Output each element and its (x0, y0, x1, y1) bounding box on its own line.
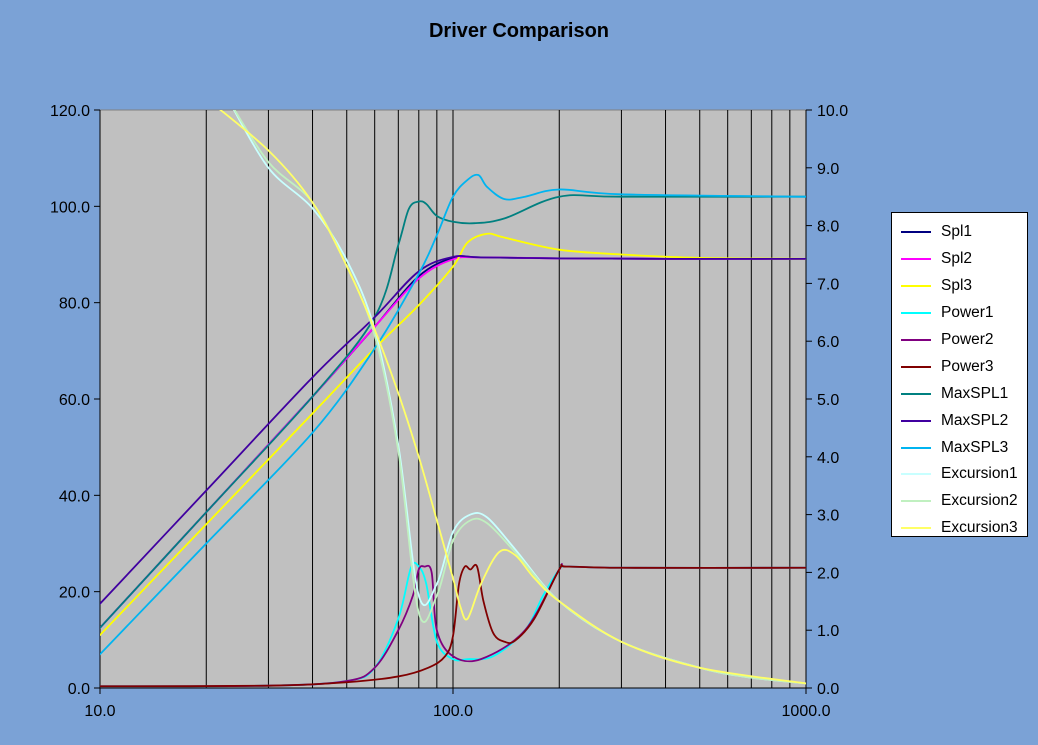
y-left-tick-label: 40.0 (59, 488, 90, 505)
x-tick-label: 100.0 (433, 703, 473, 720)
y-right-tick-label: 7.0 (817, 276, 839, 293)
legend-swatch (901, 285, 931, 288)
y-right-tick-label: 6.0 (817, 334, 839, 351)
y-left-tick-label: 60.0 (59, 392, 90, 409)
y-left-tick-label: 20.0 (59, 585, 90, 602)
legend-item-spl2: Spl2 (892, 246, 1027, 273)
legend-swatch (901, 392, 931, 395)
y-left-tick-label: 80.0 (59, 296, 90, 313)
legend: Spl1 Spl2 Spl3 Power1 Power2 Power3 MaxSPL1 Max… (891, 212, 1028, 537)
y-right-tick-label: 10.0 (817, 103, 848, 120)
legend-label: Excursion1 (941, 465, 1018, 483)
chart-title: Driver Comparison (428, 20, 610, 42)
legend-item-maxspl1: MaxSPL1 (892, 380, 1027, 407)
legend-swatch (901, 527, 931, 530)
legend-item-power2: Power2 (892, 327, 1027, 354)
legend-label: Spl2 (941, 250, 973, 268)
x-tick-label: 1000.0 (782, 703, 831, 720)
series-line-maxspl1 (100, 194, 806, 629)
legend-swatch (901, 419, 931, 422)
legend-item-power1: Power1 (892, 300, 1027, 327)
y-right-tick-label: 5.0 (817, 392, 839, 409)
y-right-tick-label: 3.0 (817, 508, 839, 525)
legend-label: MaxSPL3 (941, 438, 1009, 456)
legend-label: Excursion2 (941, 492, 1018, 510)
legend-item-excursion2: Excursion2 (892, 488, 1027, 515)
x-tick-label: 10.0 (84, 703, 115, 720)
y-left-tick-label: 0.0 (68, 681, 90, 698)
legend-item-spl1: Spl1 (892, 219, 1027, 246)
series-line-maxspl2 (100, 255, 806, 605)
series-layer (100, 110, 806, 688)
legend-swatch (901, 446, 931, 449)
legend-label: Spl3 (941, 277, 973, 295)
axes (94, 109, 812, 694)
legend-label: Power1 (941, 304, 994, 322)
legend-label: MaxSPL1 (941, 384, 1009, 402)
legend-label: MaxSPL2 (941, 411, 1009, 429)
legend-swatch (901, 365, 931, 368)
legend-item-power3: Power3 (892, 353, 1027, 380)
y-right-tick-label: 4.0 (817, 450, 839, 467)
y-right-tick-label: 9.0 (817, 161, 839, 178)
series-line-maxspl3 (100, 173, 806, 656)
legend-label: Power2 (941, 331, 994, 348)
legend-swatch (901, 258, 931, 261)
y-right-tick-label: 8.0 (817, 219, 839, 236)
series-line-excursion3 (219, 110, 806, 685)
y-right-tick-label: 2.0 (817, 565, 839, 582)
series-line-spl3 (100, 232, 806, 636)
legend-swatch (901, 339, 931, 341)
legend-swatch (901, 312, 931, 315)
y-left-tick-label: 100.0 (50, 199, 90, 216)
grid-lines (205, 110, 791, 688)
y-left-tick-label: 120.0 (50, 103, 90, 120)
legend-label: Power3 (941, 357, 994, 375)
y-right-tick-label: 1.0 (817, 623, 839, 640)
legend-label: Spl1 (941, 223, 973, 241)
legend-item-excursion1: Excursion1 (892, 461, 1027, 488)
legend-item-maxspl2: MaxSPL2 (892, 407, 1027, 434)
tick-labels: 0.0 20.0 40.0 60.0 80.0 100.0 120.0 0.0 1.0 2.0 3.… (50, 103, 848, 720)
legend-swatch (901, 500, 931, 503)
legend-swatch (901, 231, 931, 234)
legend-item-excursion3: Excursion3 (892, 515, 1027, 542)
y-right-tick-label: 0.0 (817, 681, 839, 698)
legend-swatch (901, 473, 931, 476)
legend-item-maxspl3: MaxSPL3 (892, 434, 1027, 461)
legend-label: Excursion3 (941, 519, 1018, 537)
legend-item-spl3: Spl3 (892, 273, 1027, 300)
series-line-power3 (100, 563, 806, 688)
